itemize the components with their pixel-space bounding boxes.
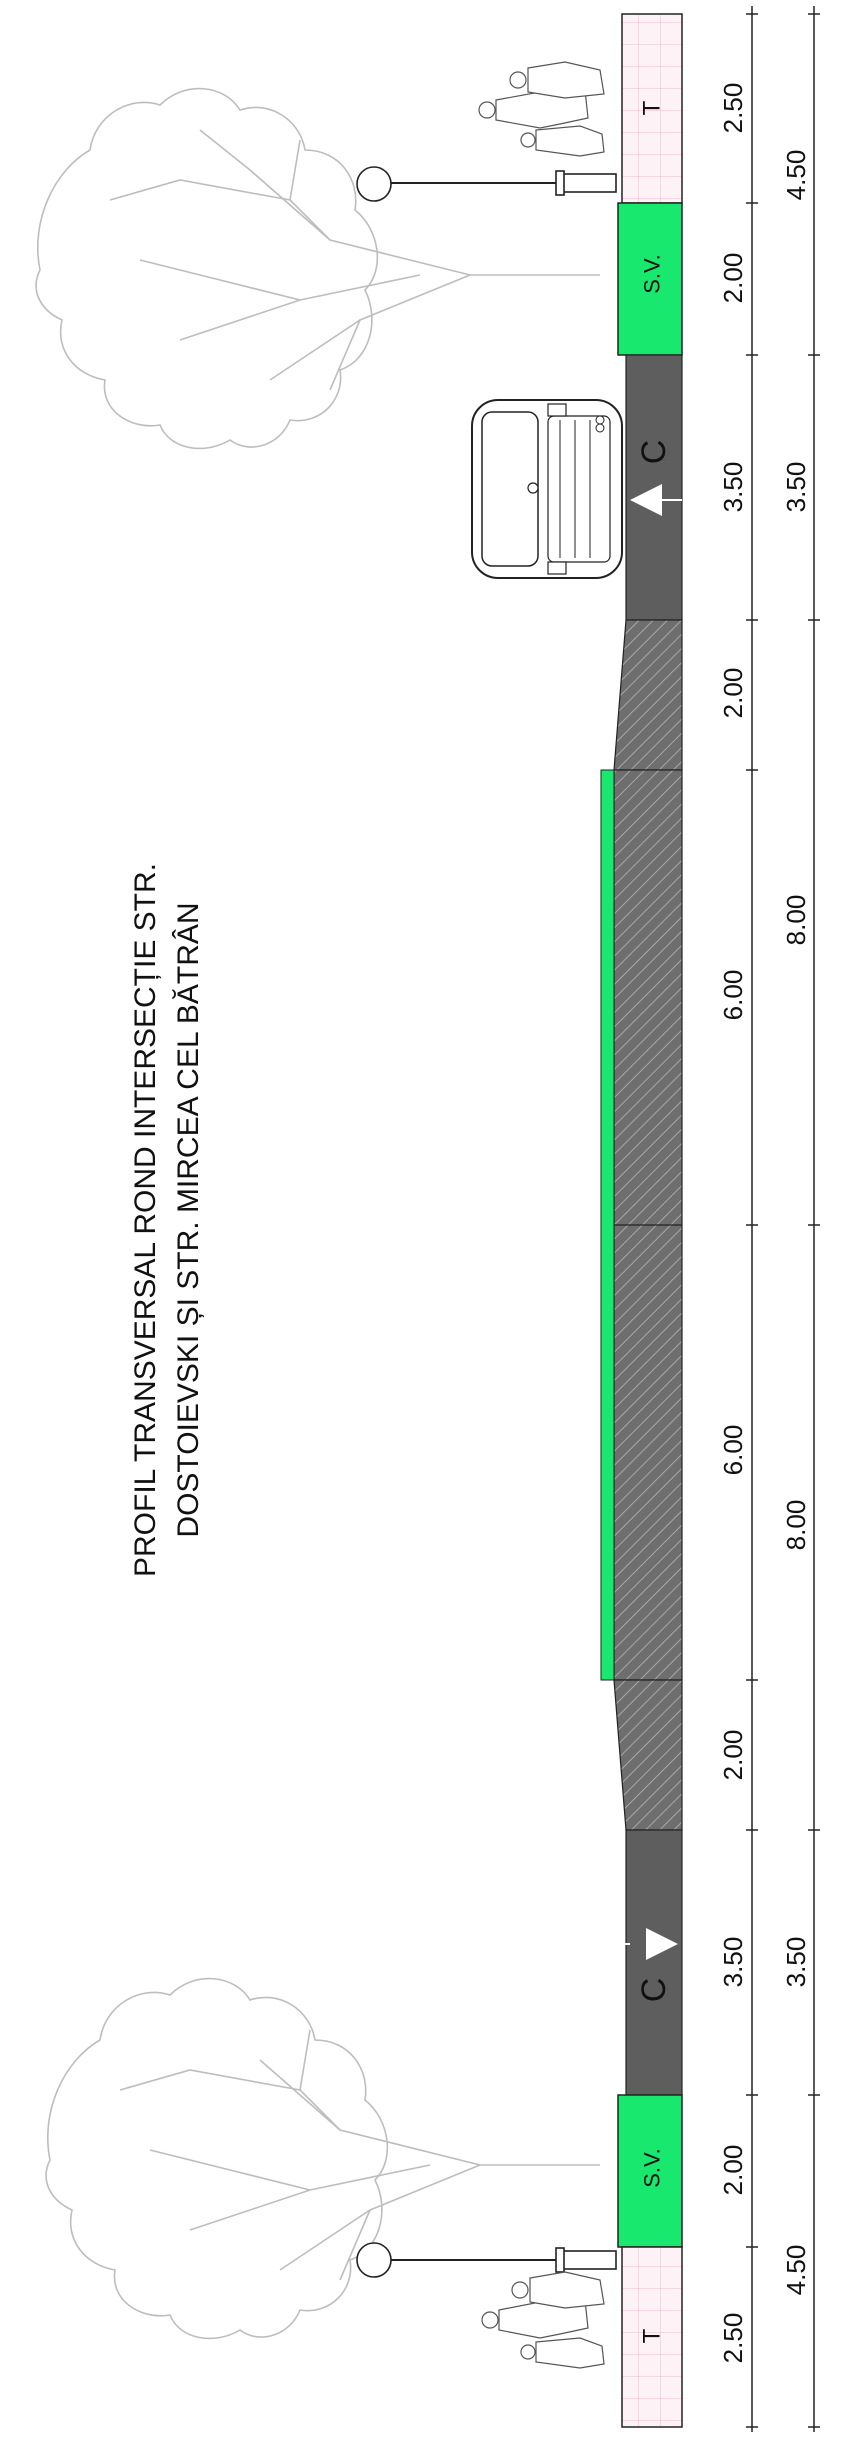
sidewalk-bottom [621,2246,683,2428]
zone-label-sidewalk-bottom: T [639,2328,666,2343]
dim-inner-2: 2.00 [718,253,748,304]
sidewalk-top [621,13,683,204]
street-lamp-icon [356,2242,617,2278]
dim-inner-7: 2.00 [718,1730,748,1781]
road-profile [600,13,683,2428]
tree-icon [45,1977,600,2340]
zone-label-lane-top: C [635,440,673,465]
direction-arrow-icon [630,484,682,516]
green-strip-bottom [617,2094,683,2248]
zone-label-lane-bottom: C [635,1978,673,2003]
zone-label-sidewalk-top: T [639,100,666,115]
dim-outer-3: 8.00 [781,895,811,946]
street-lamp-icon [356,166,617,202]
green-median [600,769,615,1681]
dim-outer-6: 4.50 [781,2245,811,2296]
dimension-line-inner [746,6,758,2432]
green-strip-top [617,202,683,356]
dim-inner-3: 3.50 [718,462,748,513]
dim-outer-1: 4.50 [781,150,811,201]
pedestrians-icon [481,2271,605,2369]
dim-outer-5: 3.50 [781,1937,811,1988]
dim-inner-9: 2.00 [718,2145,748,2196]
lane-bottom [625,1829,683,2096]
dimension-line-outer [808,6,820,2432]
dim-inner-6: 6.00 [718,1425,748,1476]
dim-inner-10: 2.50 [718,2313,748,2364]
dim-inner-8: 3.50 [718,1937,748,1988]
title-line-2: DOSTOIEVSKI ȘI STR. MIRCEA CEL BĂTRÂN [172,902,205,1537]
dim-inner-1: 2.50 [718,83,748,134]
zone-label-green-bottom: S.V. [640,2148,665,2188]
hatched-transition-bottom [613,1679,683,1831]
zone-label-green-top: S.V. [640,254,665,294]
dim-outer-2: 3.50 [781,462,811,513]
hatched-transition-top [613,619,683,771]
title-line-1: PROFIL TRANSVERSAL ROND INTERSECȚIE STR. [129,863,162,1577]
car-icon [471,399,623,579]
lane-top [625,354,683,621]
tree-icon [35,87,600,450]
dim-inner-5: 6.00 [718,970,748,1021]
direction-arrow-icon [616,1928,678,1960]
dim-inner-4: 2.00 [718,668,748,719]
dim-outer-4: 8.00 [781,1500,811,1551]
pedestrians-icon [478,61,605,157]
